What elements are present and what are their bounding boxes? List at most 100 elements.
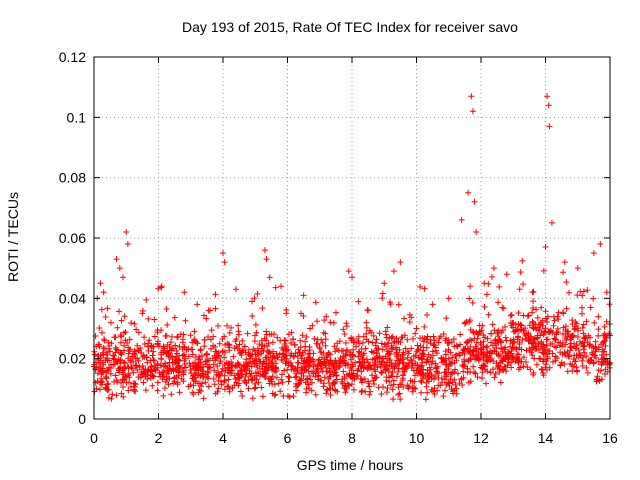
data-point [528, 349, 535, 356]
data-point [211, 381, 218, 388]
data-point [197, 372, 204, 379]
data-point [597, 241, 604, 248]
data-point [408, 356, 415, 363]
data-point [125, 355, 132, 362]
data-point [349, 352, 356, 359]
data-point [447, 376, 454, 383]
data-point [317, 349, 324, 356]
data-point [281, 341, 288, 348]
data-point [418, 362, 425, 369]
data-point [376, 354, 383, 361]
data-point [423, 358, 430, 365]
data-point [466, 348, 473, 355]
data-point [379, 290, 386, 297]
data-point [550, 313, 557, 320]
data-point [173, 357, 180, 364]
data-point [485, 280, 492, 287]
data-point [590, 250, 597, 257]
data-point [231, 345, 238, 352]
data-point [524, 364, 531, 371]
data-point [145, 340, 152, 347]
data-point [259, 305, 266, 312]
data-point [363, 324, 370, 331]
data-point [216, 340, 223, 347]
data-point [118, 333, 125, 340]
data-point [497, 379, 504, 386]
data-point [370, 381, 377, 388]
data-point [172, 342, 179, 349]
data-point [119, 365, 126, 372]
data-point [157, 362, 164, 369]
y-tick-label: 0.1 [67, 109, 87, 125]
data-point [389, 386, 396, 393]
data-point [340, 326, 347, 333]
data-point [425, 373, 432, 380]
data-point [431, 384, 438, 391]
data-point [495, 339, 502, 346]
data-point [323, 313, 330, 320]
data-point [424, 338, 431, 345]
data-point [472, 370, 479, 377]
data-point [511, 328, 518, 335]
data-point [515, 366, 522, 373]
data-point [461, 350, 468, 357]
data-point [341, 330, 348, 337]
data-point [412, 360, 419, 367]
data-point [176, 389, 183, 396]
data-point [525, 334, 532, 341]
data-point [296, 377, 303, 384]
data-point [237, 388, 244, 395]
data-point [114, 324, 121, 331]
data-point [432, 360, 439, 367]
data-point [131, 387, 138, 394]
data-point [151, 316, 158, 323]
data-point [512, 321, 519, 328]
data-point [342, 351, 349, 358]
y-tick-label: 0.04 [59, 290, 86, 306]
data-point [445, 379, 452, 386]
data-point [387, 301, 394, 308]
data-point [488, 330, 495, 337]
data-point [279, 379, 286, 386]
data-point [543, 319, 550, 326]
data-point [464, 365, 471, 372]
data-point [312, 373, 319, 380]
data-point [430, 333, 437, 340]
data-point [197, 346, 204, 353]
data-point [417, 377, 424, 384]
data-point [216, 360, 223, 367]
data-point [584, 287, 591, 294]
data-point [130, 380, 137, 387]
data-point [160, 392, 167, 399]
data-point [550, 358, 557, 365]
data-point [125, 344, 132, 351]
data-point [548, 219, 555, 226]
data-point [205, 375, 212, 382]
data-point [212, 357, 219, 364]
data-point [345, 382, 352, 389]
data-point [286, 374, 293, 381]
data-point [158, 356, 165, 363]
data-point [260, 372, 267, 379]
data-point [154, 327, 161, 334]
data-point [505, 353, 512, 360]
data-point [570, 363, 577, 370]
data-point [529, 352, 536, 359]
data-point [413, 325, 420, 332]
data-point [210, 361, 217, 368]
data-point [163, 306, 170, 313]
data-point [408, 314, 415, 321]
data-point [248, 377, 255, 384]
data-point [187, 362, 194, 369]
data-point [180, 368, 187, 375]
data-point [494, 329, 501, 336]
data-point [521, 331, 528, 338]
data-point [397, 259, 404, 266]
data-point [473, 329, 480, 336]
data-point [312, 391, 319, 398]
data-point [536, 355, 543, 362]
data-point [304, 375, 311, 382]
data-point [379, 355, 386, 362]
data-point [226, 347, 233, 354]
data-point [574, 265, 581, 272]
